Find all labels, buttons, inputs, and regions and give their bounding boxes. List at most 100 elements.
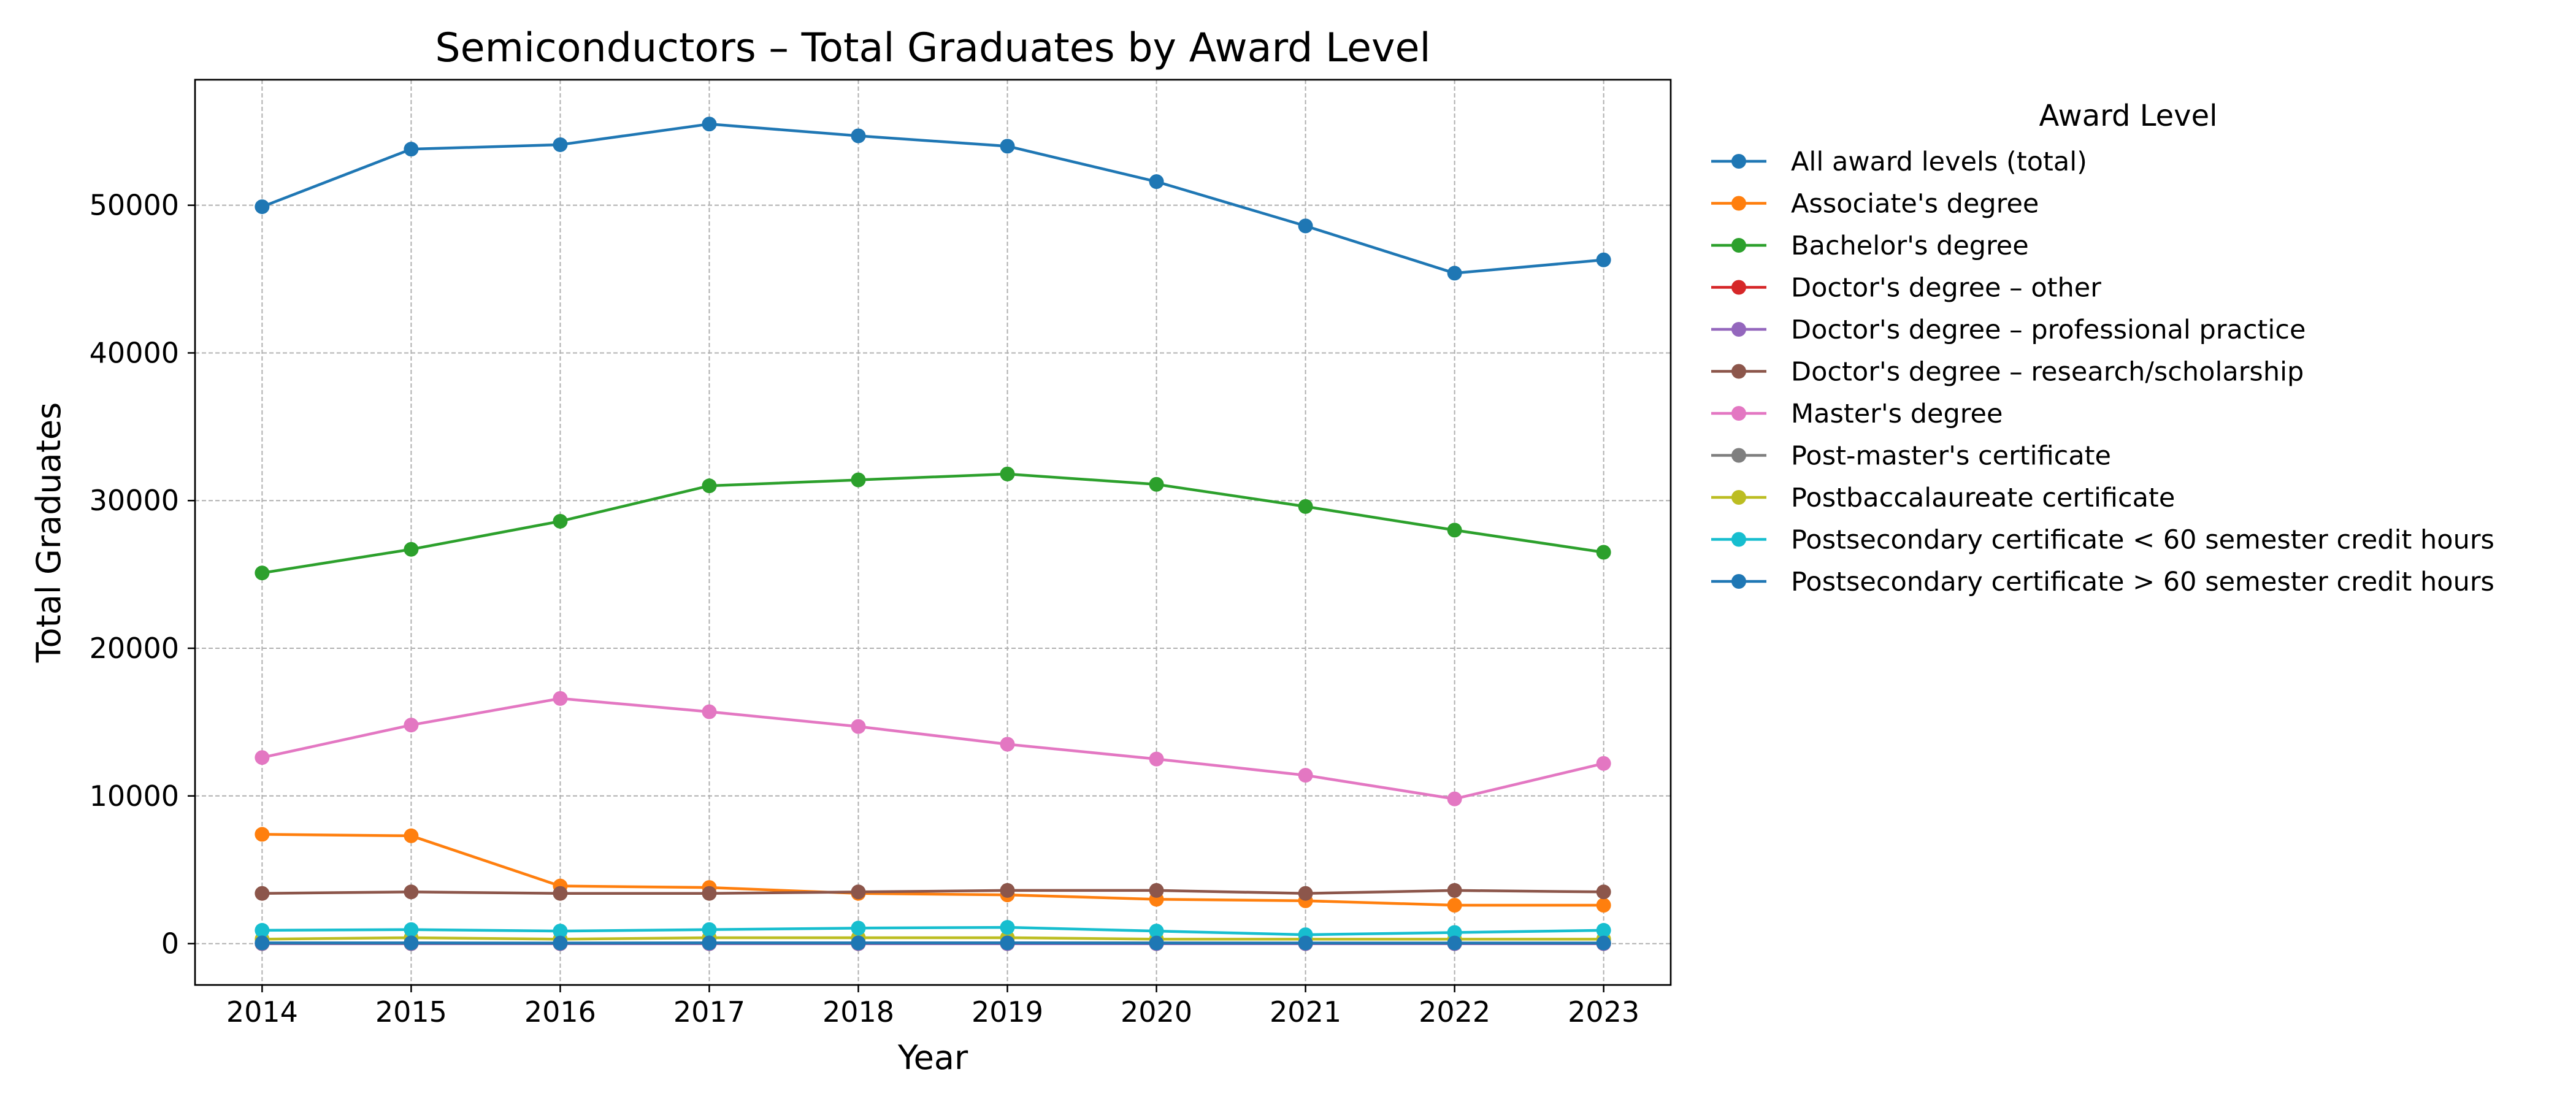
y-axis-label: Total Graduates	[29, 402, 68, 664]
legend-entry: Doctor's degree – professional practice	[1711, 315, 2306, 345]
legend-label: Associate's degree	[1791, 189, 2039, 220]
legend-label: Post-master's certificate	[1791, 441, 2111, 472]
legend-marker	[1731, 490, 1746, 505]
data-point	[1149, 936, 1164, 951]
data-point	[702, 935, 716, 950]
legend-marker	[1731, 322, 1746, 337]
data-point	[1597, 936, 1611, 951]
data-point	[1149, 477, 1164, 492]
data-point	[404, 542, 418, 557]
data-point	[1149, 752, 1164, 767]
data-point	[851, 935, 865, 950]
y-tick-label: 30000	[90, 484, 179, 517]
data-point	[702, 922, 716, 937]
x-tick-label: 2021	[1270, 995, 1341, 1028]
y-tick-label: 40000	[90, 336, 179, 369]
data-point	[1597, 253, 1611, 267]
legend-marker	[1731, 238, 1746, 253]
data-point	[1447, 936, 1462, 951]
x-tick-label: 2015	[375, 995, 447, 1028]
x-tick-label: 2016	[524, 995, 596, 1028]
data-point	[1298, 499, 1313, 514]
legend-label: Postsecondary certificate < 60 semester …	[1791, 525, 2494, 556]
data-point	[1597, 884, 1611, 899]
data-point	[255, 750, 269, 765]
legend-marker	[1731, 406, 1746, 421]
legend-title: Award Level	[2039, 99, 2218, 133]
x-axis-label: Year	[897, 1038, 968, 1077]
legend-entry: Postsecondary certificate < 60 semester …	[1711, 525, 2494, 556]
data-point	[851, 128, 865, 143]
data-point	[1597, 756, 1611, 771]
legend-entry: Doctor's degree – research/scholarship	[1711, 357, 2304, 388]
x-tick-label: 2023	[1568, 995, 1639, 1028]
x-tick-label: 2022	[1419, 995, 1490, 1028]
x-tick-label: 2018	[822, 995, 894, 1028]
data-point	[1597, 545, 1611, 560]
data-point	[702, 705, 716, 719]
data-point	[1447, 898, 1462, 913]
data-point	[553, 137, 567, 152]
data-point	[1447, 523, 1462, 537]
data-point	[1298, 218, 1313, 233]
data-point	[255, 565, 269, 580]
data-point	[1000, 920, 1015, 935]
data-point	[404, 884, 418, 899]
chart-title: Semiconductors – Total Graduates by Awar…	[435, 25, 1430, 71]
data-point	[1298, 768, 1313, 783]
data-point	[1597, 898, 1611, 913]
legend-marker	[1731, 448, 1746, 463]
data-point	[1000, 935, 1015, 950]
data-point	[851, 719, 865, 734]
data-point	[1000, 467, 1015, 481]
data-point	[1149, 174, 1164, 189]
data-point	[255, 199, 269, 214]
legend-marker	[1731, 280, 1746, 295]
y-tick-label: 50000	[90, 189, 179, 222]
legend-marker	[1731, 532, 1746, 547]
data-point	[1000, 883, 1015, 898]
legend-marker	[1731, 196, 1746, 211]
y-tick-label: 20000	[90, 632, 179, 665]
data-point	[404, 935, 418, 950]
data-point	[1597, 923, 1611, 938]
data-point	[702, 117, 716, 131]
data-point	[851, 921, 865, 935]
data-point	[553, 936, 567, 951]
data-point	[1149, 883, 1164, 898]
x-tick-label: 2020	[1121, 995, 1192, 1028]
x-tick-label: 2017	[673, 995, 745, 1028]
data-point	[1447, 266, 1462, 280]
legend-label: Master's degree	[1791, 399, 2003, 429]
series-line	[262, 938, 1603, 939]
legend-label: All award levels (total)	[1791, 147, 2087, 177]
data-point	[1000, 737, 1015, 752]
data-point	[255, 923, 269, 938]
legend-marker	[1731, 154, 1746, 169]
data-point	[702, 478, 716, 493]
data-point	[1447, 883, 1462, 898]
legend-label: Doctor's degree – professional practice	[1791, 315, 2306, 345]
legend-marker	[1731, 364, 1746, 379]
data-point	[404, 142, 418, 156]
x-tick-label: 2019	[972, 995, 1043, 1028]
data-point	[404, 829, 418, 843]
data-point	[404, 718, 418, 732]
legend-label: Postsecondary certificate > 60 semester …	[1791, 567, 2494, 597]
y-tick-label: 10000	[90, 779, 179, 813]
data-point	[1447, 792, 1462, 806]
data-point	[553, 514, 567, 529]
data-point	[553, 886, 567, 901]
data-point	[553, 691, 567, 706]
data-point	[255, 827, 269, 841]
data-point	[1298, 936, 1313, 951]
x-tick-label: 2014	[226, 995, 298, 1028]
legend-marker	[1731, 574, 1746, 589]
legend-label: Bachelor's degree	[1791, 231, 2029, 261]
data-point	[255, 935, 269, 950]
legend-label: Doctor's degree – research/scholarship	[1791, 357, 2304, 388]
data-point	[1298, 886, 1313, 901]
data-point	[255, 886, 269, 901]
